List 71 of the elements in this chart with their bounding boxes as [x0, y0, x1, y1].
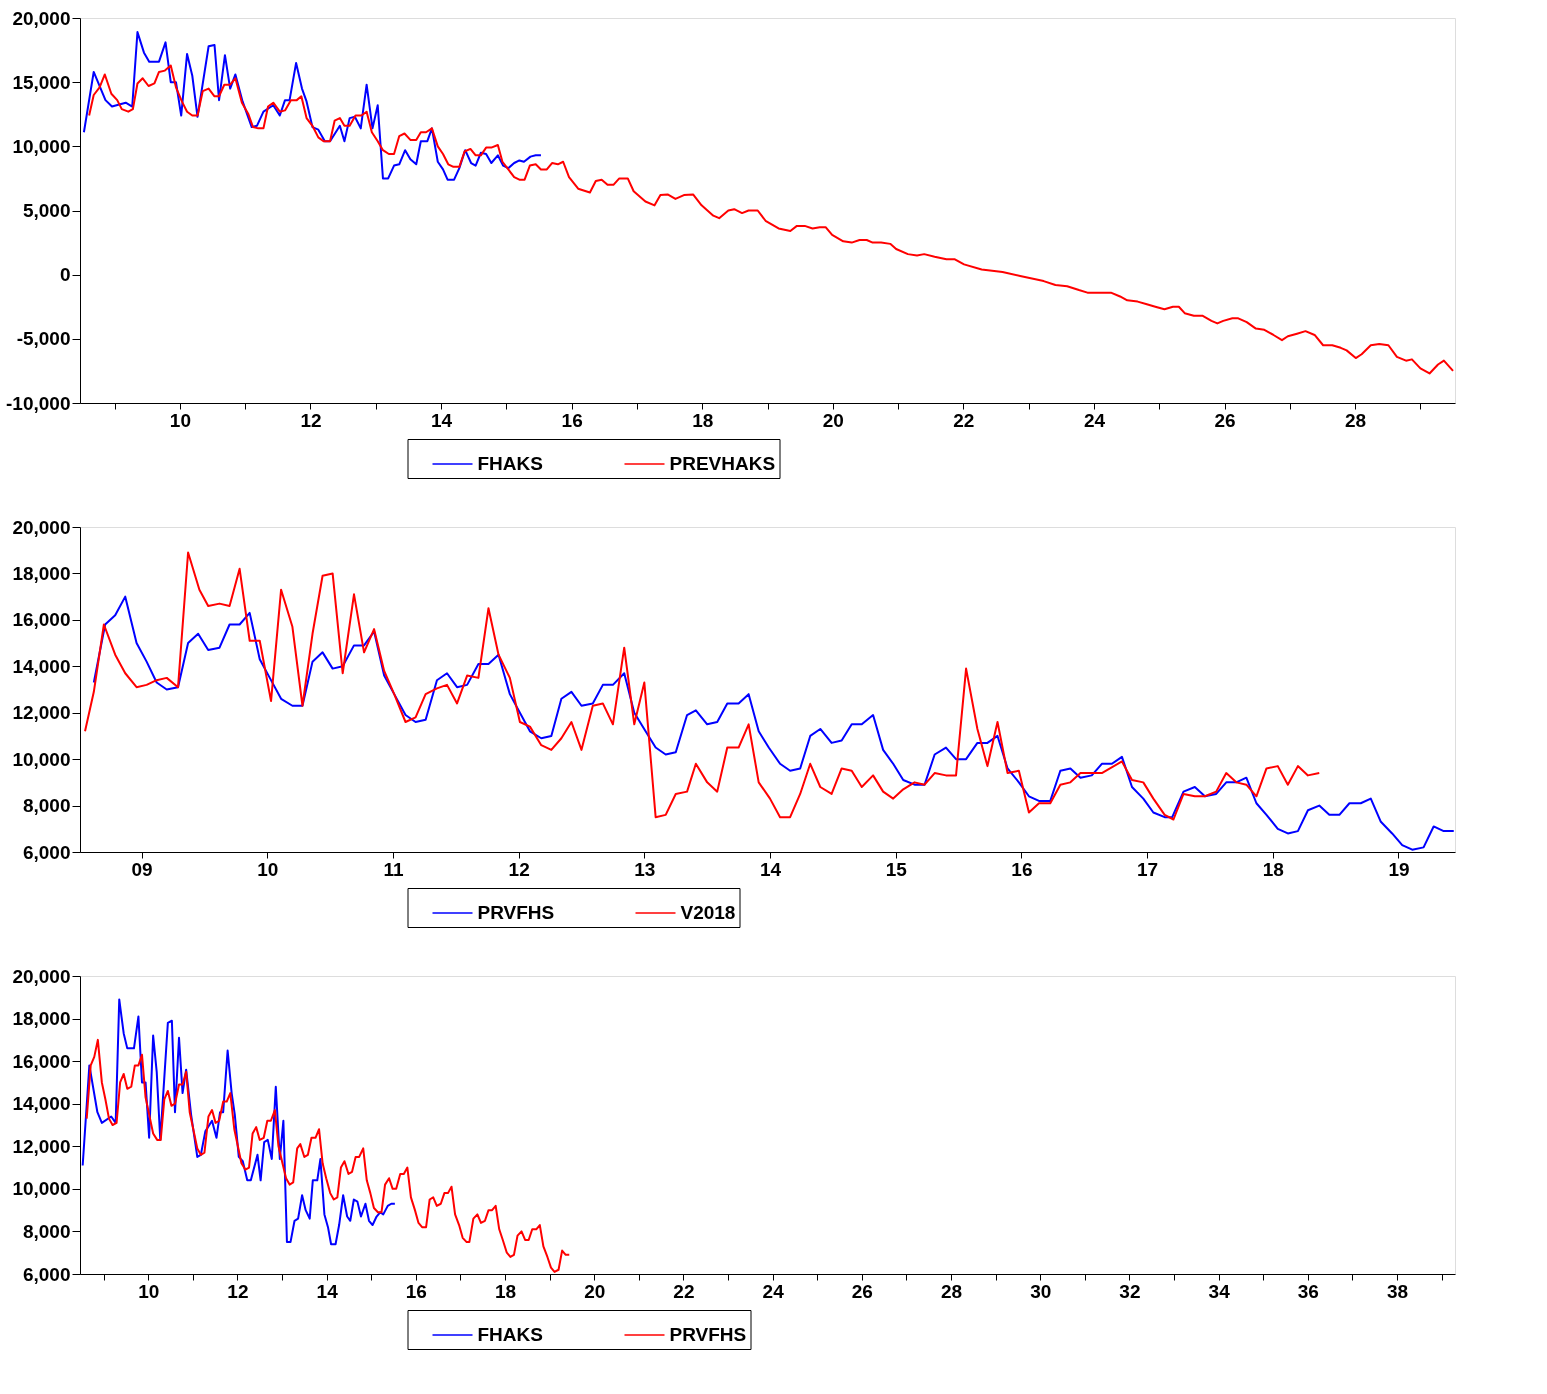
- x-tick-label: 28: [1345, 409, 1367, 431]
- y-tick-label: 16,000: [12, 1050, 71, 1072]
- x-tick-label: 30: [1030, 1280, 1052, 1302]
- x-tick-label: 36: [1297, 1280, 1319, 1302]
- y-tick-label: 0: [59, 264, 71, 286]
- x-tick-label: 32: [1119, 1280, 1141, 1302]
- y-tick-label: 6,000: [22, 841, 71, 863]
- y-tick-label: -10,000: [6, 392, 71, 414]
- y-tick-label: 20,000: [12, 965, 71, 987]
- legend-label: FHAKS: [477, 453, 543, 474]
- y-tick-label: 20,000: [12, 516, 71, 538]
- line-series: [81, 998, 396, 1246]
- y-tick-label: 10,000: [12, 1178, 71, 1200]
- x-tick-label: 09: [131, 858, 153, 880]
- x-tick-label: 20: [584, 1280, 606, 1302]
- x-tick-label: 11: [383, 858, 404, 880]
- x-tick-label: 18: [1262, 858, 1284, 880]
- x-tick-label: 18: [692, 409, 714, 431]
- legend-label: FHAKS: [477, 1324, 543, 1345]
- x-tick-label: 22: [673, 1280, 695, 1302]
- x-tick-label: 14: [316, 1280, 339, 1302]
- y-tick-label: 20,000: [12, 7, 71, 29]
- y-tick-label: 8,000: [22, 1220, 71, 1242]
- x-tick-label: 26: [851, 1280, 873, 1302]
- x-tick-label: 24: [762, 1280, 785, 1302]
- x-tick-label: 16: [1011, 858, 1033, 880]
- legend-label: V2018: [680, 902, 736, 923]
- y-tick-label: 12,000: [12, 702, 71, 724]
- legend-label: PRVFHS: [477, 902, 555, 923]
- x-tick-label: 12: [300, 409, 322, 431]
- x-tick-label: 20: [822, 409, 844, 431]
- x-tick-label: 10: [257, 858, 279, 880]
- x-tick-label: 18: [494, 1280, 517, 1302]
- x-tick-label: 26: [1214, 409, 1236, 431]
- x-tick-label: 34: [1208, 1280, 1231, 1302]
- x-tick-label: 17: [1137, 858, 1159, 880]
- x-tick-label: 12: [508, 858, 530, 880]
- line-series: [88, 64, 1455, 375]
- x-tick-label: 14: [759, 858, 782, 880]
- y-tick-label: 8,000: [22, 795, 71, 817]
- y-tick-label: 18,000: [12, 562, 71, 584]
- y-tick-label: 16,000: [12, 609, 71, 631]
- x-tick-label: 16: [405, 1280, 427, 1302]
- y-tick-label: 5,000: [22, 200, 71, 221]
- line-series: [84, 551, 1321, 821]
- x-tick-label: 19: [1388, 858, 1410, 880]
- x-tick-label: 28: [940, 1280, 963, 1302]
- line-series: [82, 31, 542, 181]
- x-tick-label: 15: [885, 858, 908, 880]
- x-tick-label: 38: [1386, 1280, 1409, 1302]
- x-tick-label: 14: [430, 409, 453, 431]
- y-tick-label: 6,000: [22, 1263, 71, 1285]
- x-tick-label: 24: [1083, 409, 1106, 431]
- x-tick-label: 13: [634, 858, 656, 880]
- x-tick-label: 10: [169, 409, 191, 431]
- legend-label: PREVHAKS: [669, 453, 776, 474]
- line-series: [92, 595, 1455, 851]
- y-tick-label: 12,000: [12, 1135, 71, 1157]
- y-tick-label: 10,000: [12, 135, 71, 157]
- y-tick-label: -5,000: [16, 328, 71, 350]
- y-tick-label: 14,000: [12, 655, 71, 677]
- y-tick-label: 18,000: [12, 1008, 71, 1030]
- x-tick-label: 10: [138, 1280, 160, 1302]
- y-tick-label: 10,000: [12, 748, 71, 770]
- x-tick-label: 12: [227, 1280, 249, 1302]
- y-tick-label: 15,000: [12, 71, 71, 93]
- x-tick-label: 16: [561, 409, 583, 431]
- y-tick-label: 14,000: [12, 1093, 71, 1115]
- line-series: [85, 1038, 571, 1273]
- legend-label: PRVFHS: [669, 1324, 747, 1345]
- x-tick-label: 22: [953, 409, 975, 431]
